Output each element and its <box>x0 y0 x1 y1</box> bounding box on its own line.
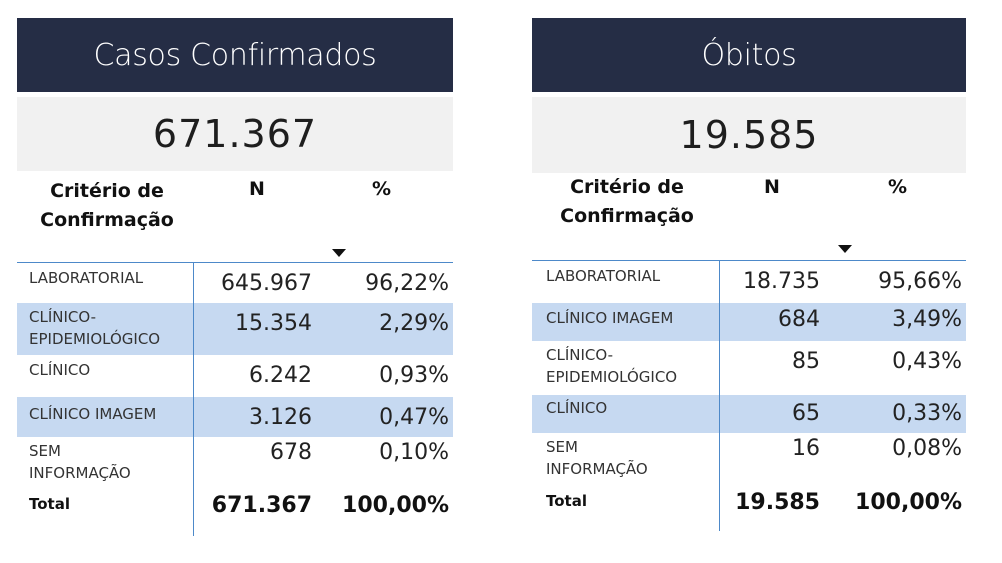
table-row: CLÍNICO- EPIDEMIOLÓGICO 85 0,43% <box>532 341 966 395</box>
row-label: CLÍNICO <box>29 361 91 379</box>
row-value-n: 678 <box>270 440 312 465</box>
table-row: SEM INFORMAÇÃO 16 0,08% <box>532 433 966 487</box>
total-row: Total 671.367 100,00% <box>17 490 453 536</box>
row-label: CLÍNICO IMAGEM <box>546 309 674 327</box>
table-row: CLÍNICO IMAGEM 684 3,49% <box>532 303 966 341</box>
row-value-pct: 0,47% <box>379 405 449 430</box>
kpi-card: 19.585 <box>532 97 966 173</box>
column-header-pct: % <box>372 178 392 200</box>
table-row: LABORATORIAL 18.735 95,66% <box>532 261 966 303</box>
header-divider <box>532 260 966 261</box>
table-body: LABORATORIAL 645.967 96,22% CLÍNICO- EPIDEM… <box>17 263 453 536</box>
row-label: CLÍNICO <box>546 399 608 417</box>
panel-title: Casos Confirmados <box>93 37 377 73</box>
row-label: LABORATORIAL <box>29 269 144 287</box>
row-value-n: 15.354 <box>235 311 312 336</box>
row-value-n: 65 <box>792 401 820 426</box>
table-row: LABORATORIAL 645.967 96,22% <box>17 263 453 303</box>
row-value-pct: 0,43% <box>892 349 962 374</box>
column-header-criterio: Critério de Confirmação <box>40 180 174 231</box>
column-header-n: N <box>764 176 780 198</box>
sort-descending-icon[interactable] <box>838 245 852 253</box>
row-label: CLÍNICO IMAGEM <box>29 405 157 423</box>
row-label: CLÍNICO- EPIDEMIOLÓGICO <box>29 308 161 348</box>
row-value-n: 645.967 <box>221 271 312 296</box>
row-label: SEM INFORMAÇÃO <box>29 442 131 482</box>
table-body: LABORATORIAL 18.735 95,66% CLÍNICO IMAGEM 68… <box>532 261 966 531</box>
column-header-criterio: Critério de Confirmação <box>560 176 694 227</box>
sort-descending-icon[interactable] <box>332 249 346 257</box>
row-value-n: 85 <box>792 349 820 374</box>
column-header-pct: % <box>888 176 908 198</box>
row-value-pct: 100,00% <box>855 490 962 515</box>
row-label: LABORATORIAL <box>546 267 661 285</box>
row-label: SEM INFORMAÇÃO <box>546 438 648 478</box>
criteria-table: Critério de Confirmação N% LABORATORIAL 18.… <box>532 173 966 531</box>
kpi-value: 671.367 <box>152 112 318 156</box>
panel-header: Óbitos <box>532 18 966 92</box>
row-value-pct: 0,33% <box>892 401 962 426</box>
row-value-n: 3.126 <box>249 405 312 430</box>
obitos-panel: Óbitos 19.585 Critério de Confirmação N% L… <box>532 18 966 531</box>
table-row: CLÍNICO IMAGEM 3.126 0,47% <box>17 397 453 437</box>
table-row: CLÍNICO- EPIDEMIOLÓGICO 15.354 2,29% <box>17 303 453 355</box>
row-value-n: 6.242 <box>249 363 312 388</box>
column-header-n: N <box>249 178 265 200</box>
row-value-pct: 2,29% <box>379 311 449 336</box>
row-value-pct: 95,66% <box>878 269 962 294</box>
row-value-pct: 0,10% <box>379 440 449 465</box>
column-divider <box>719 261 720 531</box>
casos-confirmados-panel: Casos Confirmados 671.367 Critério de Co… <box>17 18 453 536</box>
header-divider <box>17 262 453 263</box>
row-label: Total <box>29 495 70 513</box>
table-row: CLÍNICO 6.242 0,93% <box>17 355 453 397</box>
row-value-pct: 0,08% <box>892 436 962 461</box>
row-value-pct: 3,49% <box>892 307 962 332</box>
panel-title: Óbitos <box>701 37 797 73</box>
table-row: CLÍNICO 65 0,33% <box>532 395 966 433</box>
table-header: Critério de Confirmação N% <box>532 173 966 261</box>
row-value-n: 16 <box>792 436 820 461</box>
row-value-pct: 96,22% <box>365 271 449 296</box>
criteria-table: Critério de Confirmação N% LABORATORIAL 645… <box>17 171 453 536</box>
row-value-n: 19.585 <box>735 490 820 515</box>
row-label: Total <box>546 492 587 510</box>
row-label: CLÍNICO- EPIDEMIOLÓGICO <box>546 346 678 386</box>
row-value-n: 671.367 <box>211 493 312 518</box>
column-divider <box>193 263 194 536</box>
row-value-pct: 0,93% <box>379 363 449 388</box>
row-value-pct: 100,00% <box>342 493 449 518</box>
row-value-n: 684 <box>778 307 820 332</box>
kpi-card: 671.367 <box>17 97 453 171</box>
total-row: Total 19.585 100,00% <box>532 487 966 531</box>
table-header: Critério de Confirmação N% <box>17 171 453 263</box>
table-row: SEM INFORMAÇÃO 678 0,10% <box>17 437 453 490</box>
row-value-n: 18.735 <box>743 269 820 294</box>
panel-header: Casos Confirmados <box>17 18 453 92</box>
kpi-value: 19.585 <box>679 113 819 157</box>
